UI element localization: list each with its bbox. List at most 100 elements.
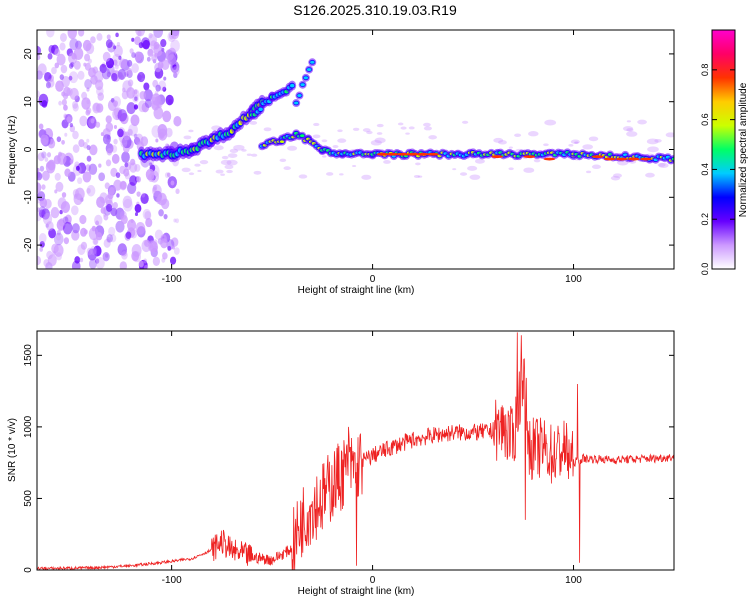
spectrogram-speckle: [90, 118, 95, 124]
spectrogram-speckle: [126, 102, 136, 115]
spectrogram-speckle: [135, 221, 146, 235]
spectrogram-speckle: [57, 197, 67, 209]
spectrogram-speckle: [106, 34, 111, 40]
spectrogram-speckle: [160, 238, 168, 249]
spectrogram-speckle: [122, 195, 133, 209]
spectrogram-speckle: [157, 192, 167, 206]
spectrogram-speckle: [111, 153, 120, 164]
spectrogram-speckle: [241, 148, 247, 152]
spectrogram-peak: [627, 157, 640, 161]
spectrogram-speckle: [46, 30, 55, 38]
spectrogram-speckle: [38, 233, 47, 244]
spectrogram-speckle: [59, 74, 65, 80]
x-tick-label: 100: [565, 575, 582, 586]
spectrogram-speckle: [84, 62, 91, 71]
spectrogram-speckle: [94, 70, 104, 83]
spectrogram-speckle: [582, 144, 594, 150]
spectrogram-speckle: [81, 97, 91, 110]
spectrogram-speckle: [72, 144, 80, 153]
spectrogram-speckle: [95, 232, 103, 241]
spectrogram-speckle: [161, 257, 166, 263]
spectrogram-heatmap: [37, 30, 674, 269]
spectrogram-speckle: [122, 80, 132, 93]
y-tick-label: 500: [23, 490, 34, 507]
colorbar-tick-label: 0.2: [700, 213, 710, 226]
spectrogram-speckle: [119, 261, 127, 269]
spectrogram-speckle: [59, 209, 63, 215]
spectrogram-speckle: [116, 42, 121, 47]
spectrogram-speckle: [79, 214, 87, 225]
spectrogram-speckle: [72, 100, 79, 109]
spectrogram-speckle: [143, 258, 148, 264]
spectrogram-speckle: [104, 182, 110, 190]
spectrogram-speckle: [263, 127, 272, 132]
spectrogram-speckle: [75, 165, 80, 171]
spectrogram-speckle: [82, 39, 92, 52]
spectrogram-speckle: [162, 110, 172, 123]
spectrogram-speckle: [142, 39, 150, 50]
spectrogram-speckle: [162, 252, 168, 260]
spectrogram-speckle: [110, 207, 118, 217]
spectrogram-speckle: [423, 122, 431, 127]
spectrogram-speckle: [152, 184, 158, 191]
spectrogram-speckle: [127, 79, 134, 87]
spectrogram-speckle: [154, 62, 162, 73]
spectrogram-speckle: [113, 179, 122, 191]
spectrogram-speckle: [86, 107, 92, 114]
spectrogram-speckle: [72, 130, 79, 140]
spectrogram-speckle: [337, 129, 343, 133]
spectrogram-speckle: [59, 42, 66, 51]
spectrogram-speckle: [96, 33, 103, 41]
snr-series-line: [37, 332, 674, 570]
spectrogram-peak: [615, 157, 628, 161]
spectrogram-speckle: [153, 30, 164, 39]
spectrogram-speckle: [37, 172, 43, 181]
spectrogram-speckle: [69, 38, 79, 51]
x-tick-label: 0: [370, 274, 376, 285]
spectrogram-speckle: [95, 257, 105, 269]
spectrogram-speckle: [98, 163, 102, 168]
spectrogram-speckle: [591, 164, 601, 170]
spectrogram-speckle: [137, 30, 142, 37]
spectrogram-speckle: [613, 173, 622, 178]
spectrogram-speckle: [55, 252, 62, 261]
spectrogram-speckle: [56, 229, 61, 236]
spectrogram-x-label: Height of straight line (km): [298, 285, 415, 296]
spectrogram-speckle: [106, 236, 111, 243]
spectrogram-speckle: [152, 256, 161, 266]
spectrogram-speckle: [37, 152, 45, 162]
spectrogram-speckle: [175, 218, 180, 224]
spectrogram-speckle: [108, 226, 116, 237]
spectrogram-speckle: [39, 165, 45, 172]
y-tick-label: 0: [23, 146, 34, 152]
spectrogram-speckle: [75, 40, 82, 50]
spectrogram-speckle: [170, 39, 180, 53]
snr-y-ticks: 0 500 1000 1500: [23, 344, 674, 573]
spectrogram-speckle: [120, 215, 128, 225]
spectrogram-speckle: [533, 159, 541, 163]
spectrogram-ridge-core: [671, 157, 674, 161]
spectrogram-speckle: [124, 162, 129, 168]
spectrogram-speckle: [131, 63, 139, 74]
spectrogram-speckle: [111, 72, 118, 82]
spectrogram-ridge-core: [297, 94, 302, 97]
spectrogram-speckle: [165, 94, 174, 106]
spectrogram-speckle: [138, 260, 144, 268]
spectrogram-speckle: [173, 247, 180, 255]
spectrogram-speckle: [326, 172, 334, 176]
spectrogram-peak: [491, 155, 504, 159]
spectrogram-speckle: [138, 100, 148, 113]
spectrogram-speckle: [54, 172, 61, 181]
spectrogram-speckle: [149, 40, 158, 50]
spectrogram-speckle: [79, 115, 88, 127]
spectrogram-speckle: [105, 122, 114, 133]
spectrogram-speckle: [100, 207, 106, 214]
snr-plot-area: [37, 332, 674, 570]
spectrogram-speckle: [498, 140, 507, 145]
spectrogram-speckle: [68, 63, 74, 69]
x-tick-label: 100: [565, 274, 582, 285]
spectrogram-speckle: [64, 168, 71, 177]
spectrogram-speckle: [144, 211, 152, 220]
spectrogram-speckle: [115, 220, 125, 233]
spectrogram-speckle: [39, 247, 44, 252]
